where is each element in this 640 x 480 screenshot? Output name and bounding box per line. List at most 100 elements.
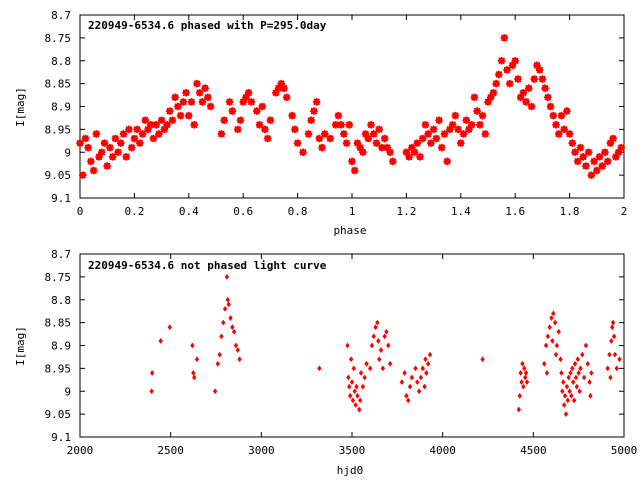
unphased-data-point xyxy=(406,397,411,404)
unphased-data-point xyxy=(404,392,409,399)
unphased-data-point xyxy=(357,406,362,413)
phased-xtick-label: 1.2 xyxy=(396,205,416,218)
unphased-ytick-label: 9 xyxy=(64,385,71,398)
unphased-data-point xyxy=(423,356,428,363)
phased-data-point xyxy=(277,79,286,88)
phased-data-point xyxy=(255,120,264,129)
unphased-data-point xyxy=(317,365,322,372)
phased-data-point xyxy=(573,157,582,166)
unphased-data-point xyxy=(349,379,355,385)
phased-data-point xyxy=(171,93,180,102)
unphased-data-point xyxy=(226,301,231,308)
unphased-data-point xyxy=(212,388,218,395)
phased-chart: 8.7 8.75 8.8 8.85 8.9 8.95 9 9.05 9.1 0 0.2 0.4 0.6… xyxy=(14,9,627,237)
unphased-data-point xyxy=(520,360,525,367)
unphased-xticks: 2000 2500 3000 3500 4000 4500 5000 xyxy=(67,254,637,457)
unphased-data-point xyxy=(348,392,353,399)
unphased-data-point xyxy=(617,356,622,363)
phased-data-point xyxy=(484,98,492,106)
phased-data-point xyxy=(184,111,193,120)
phased-data-point xyxy=(478,111,487,120)
phased-data-point xyxy=(261,125,269,134)
unphased-data-point xyxy=(608,374,613,381)
phased-xtick-label: 0.2 xyxy=(124,205,144,218)
phased-data-point xyxy=(233,125,242,134)
unphased-data-point xyxy=(549,315,554,321)
unphased-yticks: 8.7 8.75 8.8 8.85 8.9 8.95 9 9.05 9.1 xyxy=(45,248,624,444)
phased-data-point xyxy=(326,134,335,143)
unphased-data-point xyxy=(611,333,617,340)
phased-data-point xyxy=(193,79,201,88)
phased-data-point xyxy=(149,134,158,143)
phased-data-point xyxy=(280,84,288,93)
unphased-data-point xyxy=(350,397,356,404)
unphased-data-point xyxy=(524,379,530,385)
phased-data-point xyxy=(426,139,435,147)
phased-data-point xyxy=(568,139,577,147)
phased-xtick-label: 0.6 xyxy=(233,205,253,218)
unphased-data-point xyxy=(371,333,376,340)
unphased-data-point xyxy=(194,356,200,363)
phased-data-point xyxy=(144,125,152,134)
phased-data-point xyxy=(562,107,571,115)
phased-data-point xyxy=(516,93,525,102)
unphased-data-point xyxy=(581,374,587,381)
phased-data-point xyxy=(76,139,84,147)
unphased-data-point xyxy=(575,356,580,363)
phased-data-point xyxy=(130,134,139,143)
phased-data-point xyxy=(206,102,215,111)
phased-data-point xyxy=(111,134,120,143)
unphased-data-point xyxy=(480,356,485,363)
unphased-data-point xyxy=(221,319,226,326)
unphased-data-point xyxy=(360,383,366,390)
phased-data-point xyxy=(440,130,449,138)
phased-data-point xyxy=(538,75,547,83)
phased-data-point xyxy=(369,130,378,138)
phased-data-point xyxy=(424,130,433,138)
unphased-ytick-label: 8.7 xyxy=(51,248,71,261)
phased-data-point xyxy=(263,134,272,143)
phased-data-point xyxy=(603,157,612,166)
phased-data-point xyxy=(337,120,346,129)
phased-data-point xyxy=(462,116,471,125)
phased-data-point xyxy=(331,120,340,129)
unphased-data-point xyxy=(149,370,155,376)
phased-data-point xyxy=(106,143,114,152)
unphased-data-point xyxy=(402,370,407,376)
phased-data-point xyxy=(176,111,185,120)
phased-data-point xyxy=(168,116,177,125)
phased-data-point xyxy=(546,102,555,111)
phased-data-point xyxy=(299,148,307,157)
phased-data-point xyxy=(312,98,321,106)
unphased-data-point xyxy=(353,402,358,408)
unphased-data-point xyxy=(399,379,405,385)
unphased-data-point xyxy=(228,315,233,321)
unphased-data-point xyxy=(583,342,589,349)
unphased-data-point xyxy=(191,370,196,376)
phased-data-point xyxy=(508,61,517,70)
phased-data-point xyxy=(141,116,150,125)
phased-data-point xyxy=(432,134,441,143)
phased-data-point xyxy=(454,125,462,134)
phased-data-point xyxy=(114,148,122,157)
phased-data-point xyxy=(86,157,95,166)
phased-data-point xyxy=(407,143,416,152)
unphased-data-point xyxy=(568,370,573,376)
phased-data-point xyxy=(203,93,212,102)
phased-data-point xyxy=(353,139,362,147)
unphased-data-point xyxy=(585,360,590,367)
phased-data-point xyxy=(497,56,506,65)
unphased-data-point xyxy=(577,388,582,395)
unphased-data-point xyxy=(521,383,526,390)
phased-data-point xyxy=(595,152,604,161)
phased-data-point xyxy=(179,98,188,106)
phased-data-point xyxy=(535,66,544,74)
unphased-data-point xyxy=(407,383,413,390)
unphased-data-point xyxy=(551,310,556,317)
unphased-xtick-label: 2000 xyxy=(67,444,94,457)
phased-data-point xyxy=(190,120,199,129)
phased-data-point xyxy=(157,116,166,125)
phased-data-point xyxy=(413,139,422,147)
phased-data-point xyxy=(97,148,106,157)
unphased-data-point xyxy=(522,374,528,381)
